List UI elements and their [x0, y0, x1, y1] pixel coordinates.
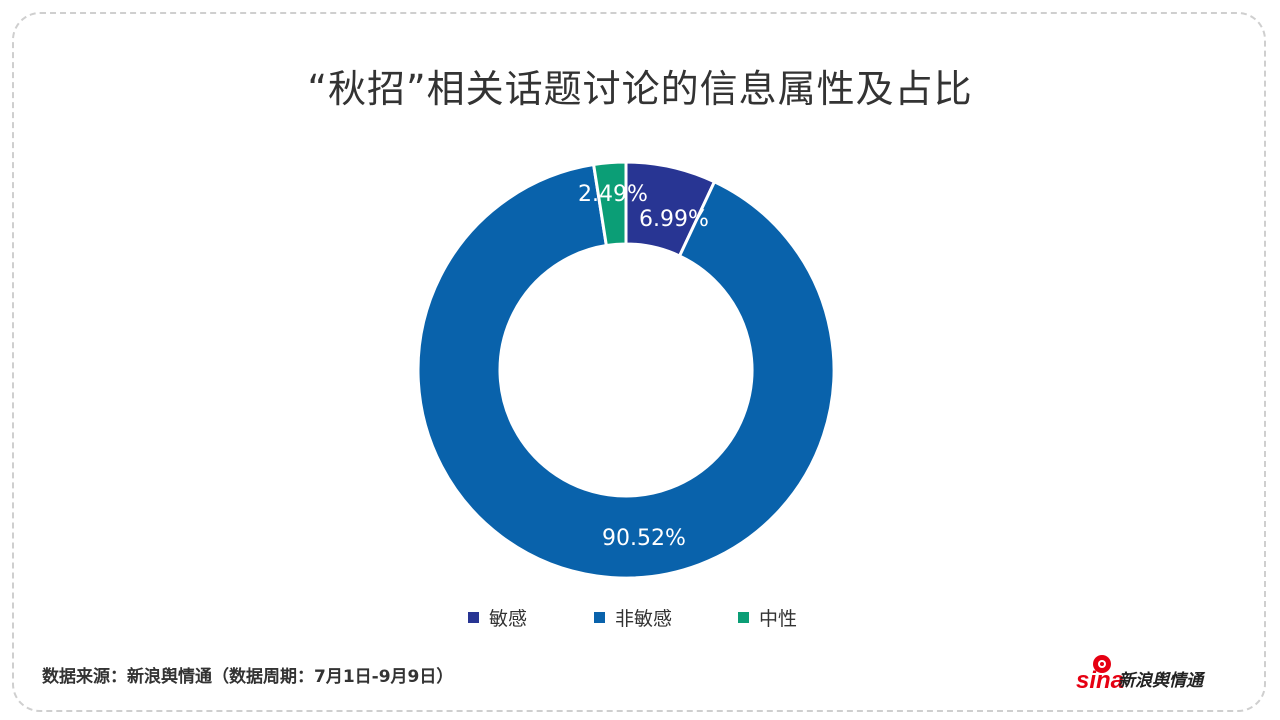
data-label-sensitive: 6.99% — [639, 207, 709, 232]
chart-card — [12, 12, 1266, 712]
chart-legend: 敏感 非敏感 中性 — [0, 604, 1280, 634]
slice-neutral — [591, 160, 628, 248]
legend-item-neutral: 中性 — [738, 604, 797, 631]
data-label-neutral: 2.49% — [578, 182, 648, 207]
sina-logo-text: 新浪舆情通 — [1118, 671, 1203, 691]
legend-item-sensitive: 敏感 — [468, 604, 527, 631]
sina-eye-icon: sina — [1076, 655, 1124, 694]
legend-item-non-sensitive: 非敏感 — [594, 604, 672, 631]
legend-label-sensitive: 敏感 — [489, 608, 528, 630]
sina-logo: sina 新浪舆情通 — [1074, 652, 1244, 694]
legend-label-neutral: 中性 — [759, 608, 798, 630]
legend-label-non-sensitive: 非敏感 — [615, 608, 673, 630]
legend-swatch-sensitive — [468, 612, 479, 623]
data-label-non-sensitive: 90.52% — [602, 526, 686, 551]
legend-swatch-neutral — [738, 612, 749, 623]
slice-non-sensitive — [416, 162, 836, 580]
chart-title: “秋招”相关话题讨论的信息属性及占比 — [307, 67, 973, 111]
sina-brand-text: sina — [1076, 667, 1124, 692]
legend-swatch-non-sensitive — [594, 612, 605, 623]
data-source-note: 数据来源：新浪舆情通（数据周期：7月1日-9月9日） — [42, 667, 454, 687]
